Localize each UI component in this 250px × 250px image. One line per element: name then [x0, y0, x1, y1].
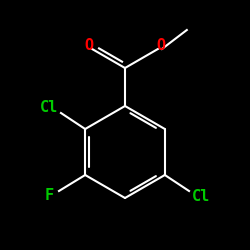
- Text: O: O: [156, 38, 166, 54]
- Text: O: O: [84, 38, 94, 54]
- Text: F: F: [44, 188, 54, 204]
- Text: Cl: Cl: [192, 188, 210, 204]
- Text: Cl: Cl: [40, 100, 58, 116]
